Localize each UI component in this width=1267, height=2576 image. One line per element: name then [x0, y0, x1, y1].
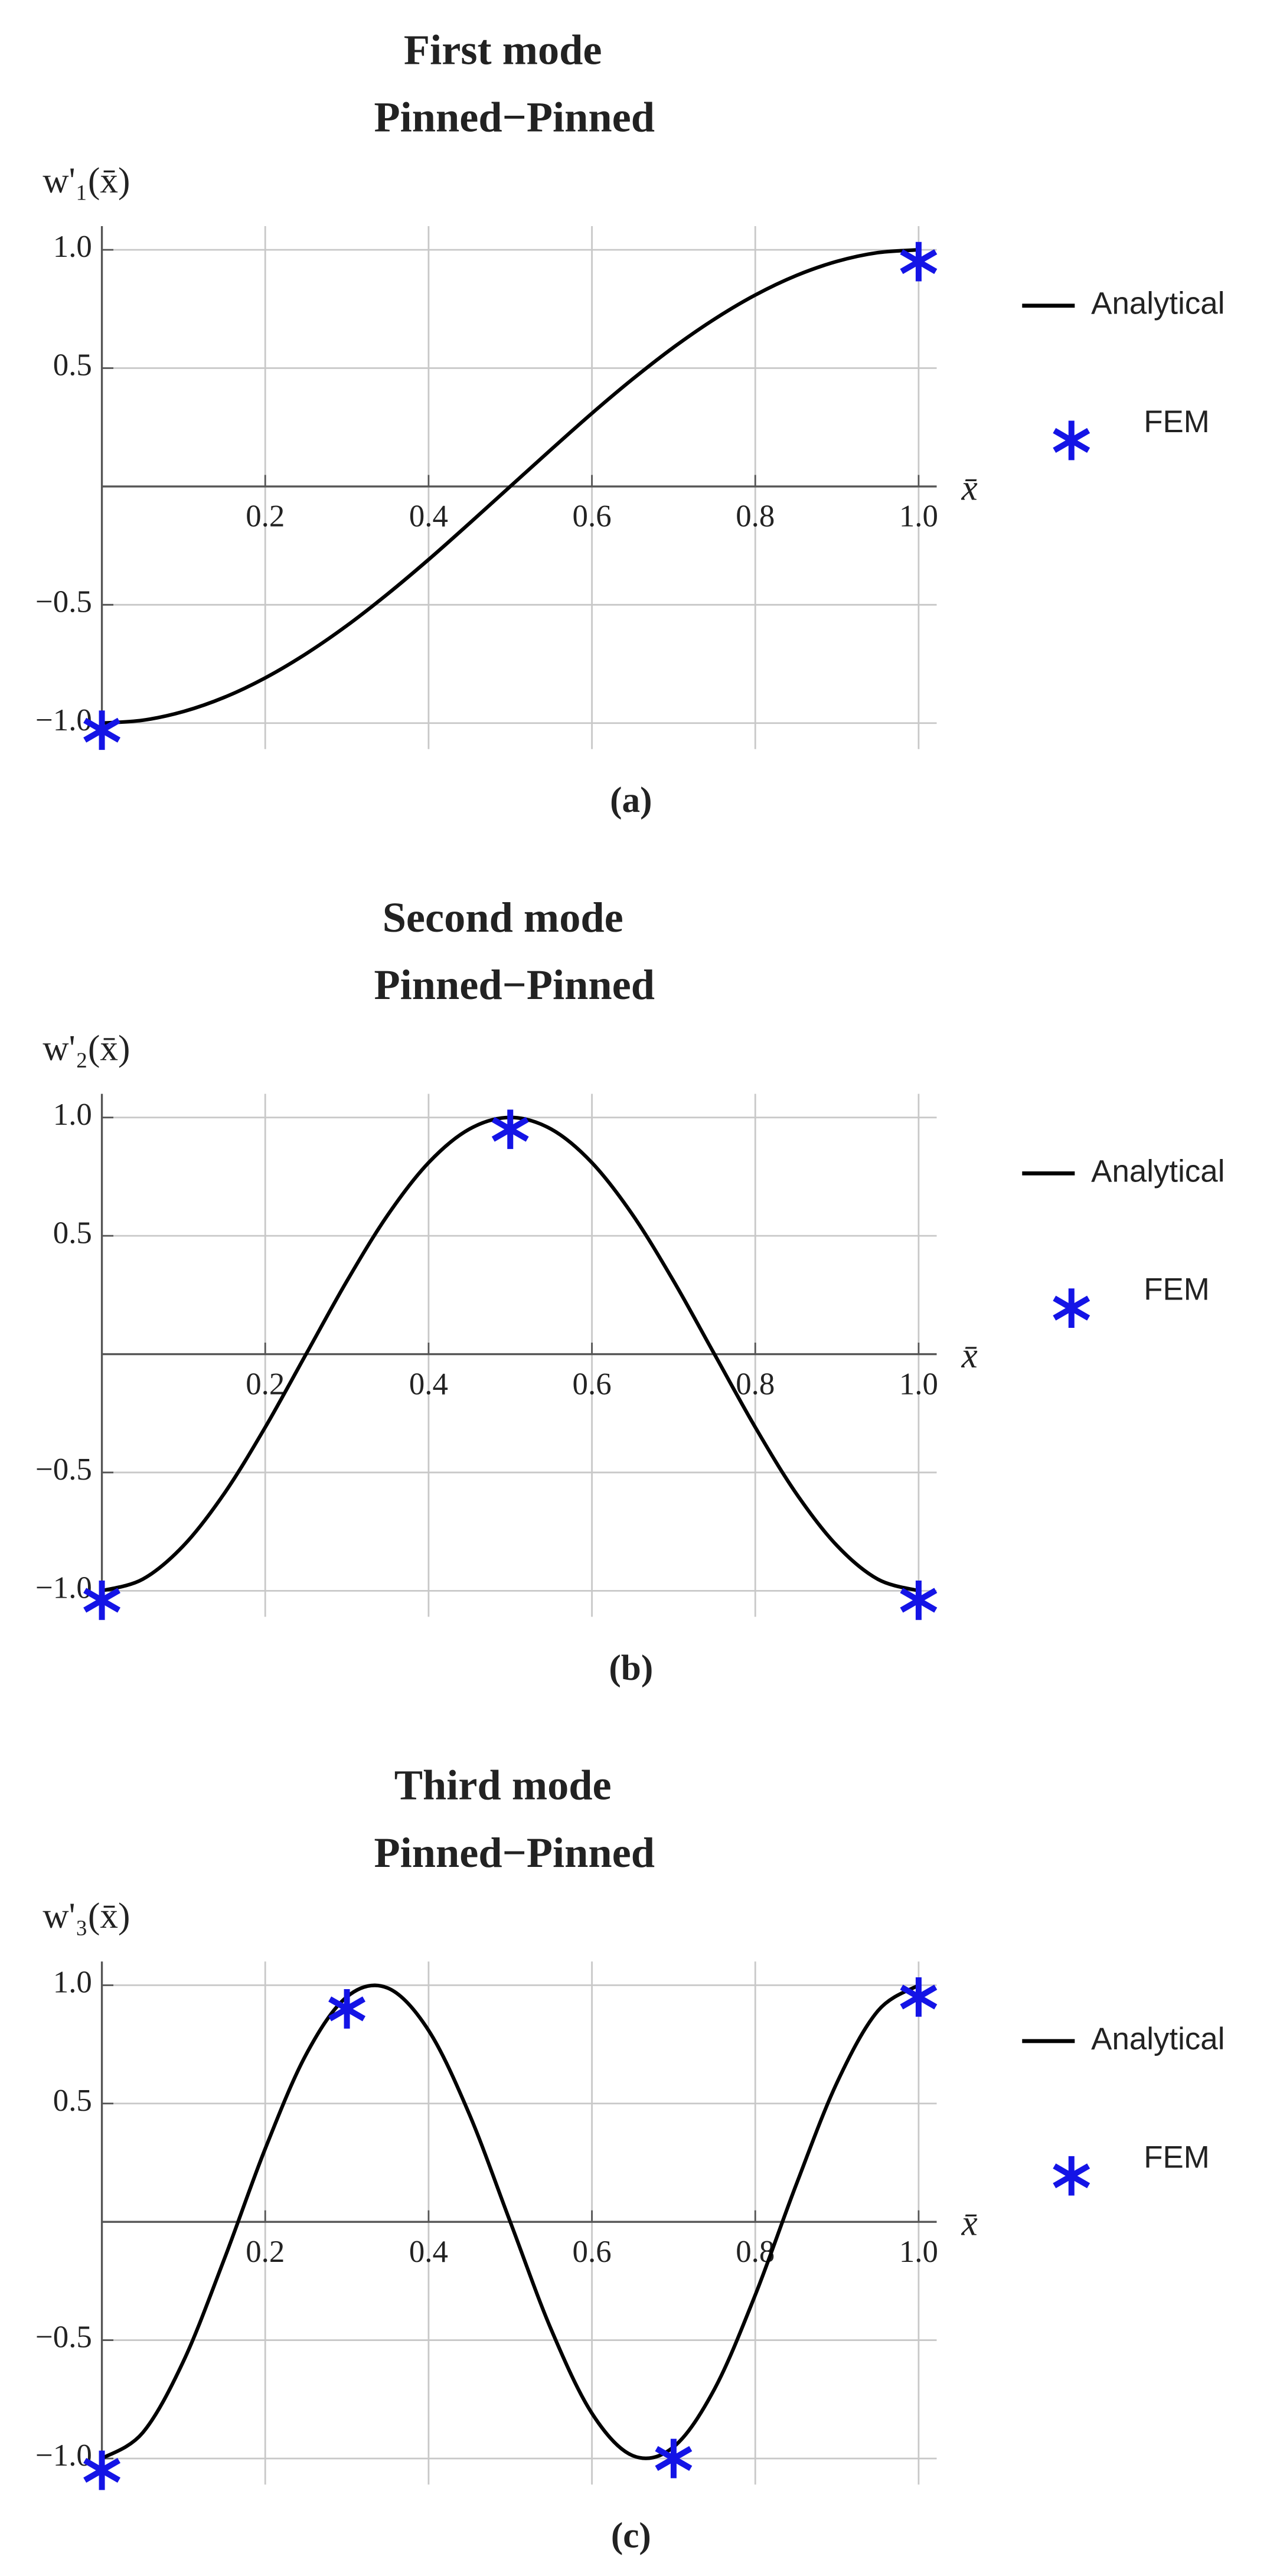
x-tick-label: 0.8	[736, 1367, 775, 1401]
line-series	[100, 1983, 920, 2460]
x-tick-label: 0.2	[246, 1367, 285, 1401]
legend-label: FEM	[1144, 1272, 1210, 1307]
chart-title: Third mode	[394, 1762, 612, 1809]
legend-swatch	[1053, 2156, 1090, 2196]
chart-subtitle: Pinned−Pinned	[374, 961, 655, 1008]
x-tick-label: 0.6	[573, 1367, 612, 1401]
y-tick-label: 1.0	[53, 1098, 92, 1132]
y-tick-label: −0.5	[35, 2320, 92, 2355]
chart: Third mode Pinned−Pinned w'₃(x̄) 0.2 0.4 0.6 0…	[35, 1762, 1225, 2556]
star-marker	[83, 1580, 121, 1620]
chart-subtitle: Pinned−Pinned	[374, 94, 655, 141]
x-axis-label: x̄	[961, 468, 978, 508]
x-tick-label: 0.8	[736, 499, 775, 534]
star-marker	[328, 1989, 366, 2029]
chart: First mode Pinned−Pinned w'₁(x̄) 0.2 0.4 0.6 0…	[35, 26, 1225, 820]
y-tick-label: 0.5	[53, 348, 92, 383]
chart-title: Second mode	[383, 894, 623, 941]
y-axis-label: w'₂(x̄)	[43, 1028, 130, 1068]
x-tick-label: 0.6	[573, 499, 612, 534]
x-axis-label: x̄	[961, 2203, 978, 2244]
legend-label: Analytical	[1091, 286, 1224, 321]
legend-label: Analytical	[1091, 2022, 1224, 2056]
legend-label: FEM	[1144, 404, 1210, 439]
x-tick-label: 0.6	[573, 2235, 612, 2269]
x-tick-label: 1.0	[899, 1367, 938, 1401]
y-axis-label: w'₁(x̄)	[43, 161, 130, 201]
legend-label: Analytical	[1091, 1154, 1224, 1189]
x-tick-label: 0.4	[409, 499, 448, 534]
y-tick-label: −1.0	[35, 1571, 92, 1605]
x-tick-label: 0.4	[409, 2235, 448, 2269]
y-tick-label: 1.0	[53, 1965, 92, 1999]
line-series	[102, 248, 919, 725]
y-tick-label: 0.5	[53, 1216, 92, 1250]
y-axis-label: w'₃(x̄)	[43, 1896, 130, 1936]
star-marker	[655, 2438, 693, 2479]
caption: (c)	[611, 2515, 651, 2555]
chart-title: First mode	[404, 26, 602, 73]
star-marker	[83, 710, 121, 750]
chart-subtitle: Pinned−Pinned	[374, 1829, 655, 1876]
caption: (a)	[610, 780, 652, 820]
y-tick-label: 0.5	[53, 2084, 92, 2118]
legend-label: FEM	[1144, 2140, 1210, 2175]
y-tick-label: −0.5	[35, 1452, 92, 1487]
y-tick-label: −1.0	[35, 2438, 92, 2473]
y-tick-label: −0.5	[35, 585, 92, 619]
x-tick-label: 0.2	[246, 499, 285, 534]
legend-swatch	[1053, 1288, 1090, 1328]
x-tick-label: 1.0	[899, 499, 938, 534]
star-marker	[83, 2450, 121, 2490]
caption: (b)	[609, 1648, 653, 1688]
x-axis-label: x̄	[961, 1336, 978, 1376]
star-marker	[491, 1109, 529, 1150]
star-marker	[900, 1580, 938, 1620]
x-tick-label: 0.4	[409, 1367, 448, 1401]
legend-swatch	[1053, 420, 1090, 461]
chart: Second mode Pinned−Pinned w'₂(x̄) 0.2 0.4 0.6…	[35, 894, 1225, 1688]
x-tick-label: 0.2	[246, 2235, 285, 2269]
star-marker	[900, 1977, 938, 2017]
y-tick-label: 1.0	[53, 230, 92, 264]
x-tick-label: 1.0	[899, 2235, 938, 2269]
y-tick-label: −1.0	[35, 703, 92, 737]
star-marker	[900, 241, 938, 282]
